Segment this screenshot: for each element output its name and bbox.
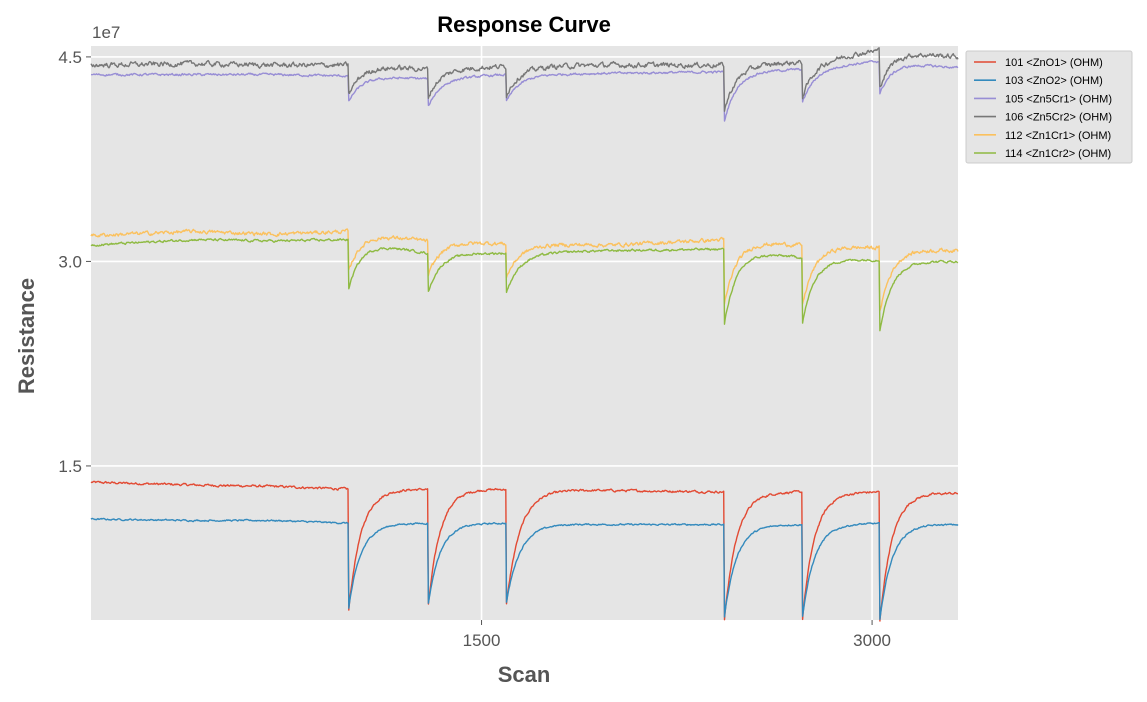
legend-entry-label: 106 <Zn5Cr2> (OHM): [1005, 112, 1112, 124]
legend-box: [965, 50, 1133, 164]
chart-title: Response Curve: [437, 12, 611, 37]
series-line: [90, 480, 959, 622]
legend-entry-label: 101 <ZnO1> (OHM): [1005, 57, 1103, 69]
series-line: [90, 517, 959, 620]
series-line: [90, 60, 959, 122]
y-tick-label: 1.5: [58, 457, 82, 476]
x-tick-label: 1500: [463, 631, 501, 650]
legend: 101 <ZnO1> (OHM) 103 <ZnO2> (OHM) 105 <Zn5…: [965, 50, 1133, 164]
legend-entry-label: 105 <Zn5Cr1> (OHM): [1005, 93, 1112, 105]
series-line: [90, 237, 959, 332]
y-axis-label: Resistance: [14, 278, 39, 394]
plot-background: [91, 46, 958, 620]
legend-entry-label: 103 <ZnO2> (OHM): [1005, 75, 1103, 87]
series-line: [90, 47, 959, 112]
y-axis-scale-label: 1e7: [92, 23, 120, 42]
x-axis-label: Scan: [498, 662, 551, 687]
legend-entry-label: 112 <Zn1Cr1> (OHM): [1005, 130, 1111, 142]
y-tick-label: 3.0: [58, 252, 82, 271]
axis-ticks: 1500 3000 1.5 3.0 4.5: [58, 48, 891, 650]
y-tick-label: 4.5: [58, 48, 82, 67]
legend-entry-label: 114 <Zn1Cr2> (OHM): [1005, 148, 1111, 160]
series-line: [90, 228, 959, 312]
series-lines: [90, 47, 959, 622]
x-tick-label: 3000: [853, 631, 891, 650]
